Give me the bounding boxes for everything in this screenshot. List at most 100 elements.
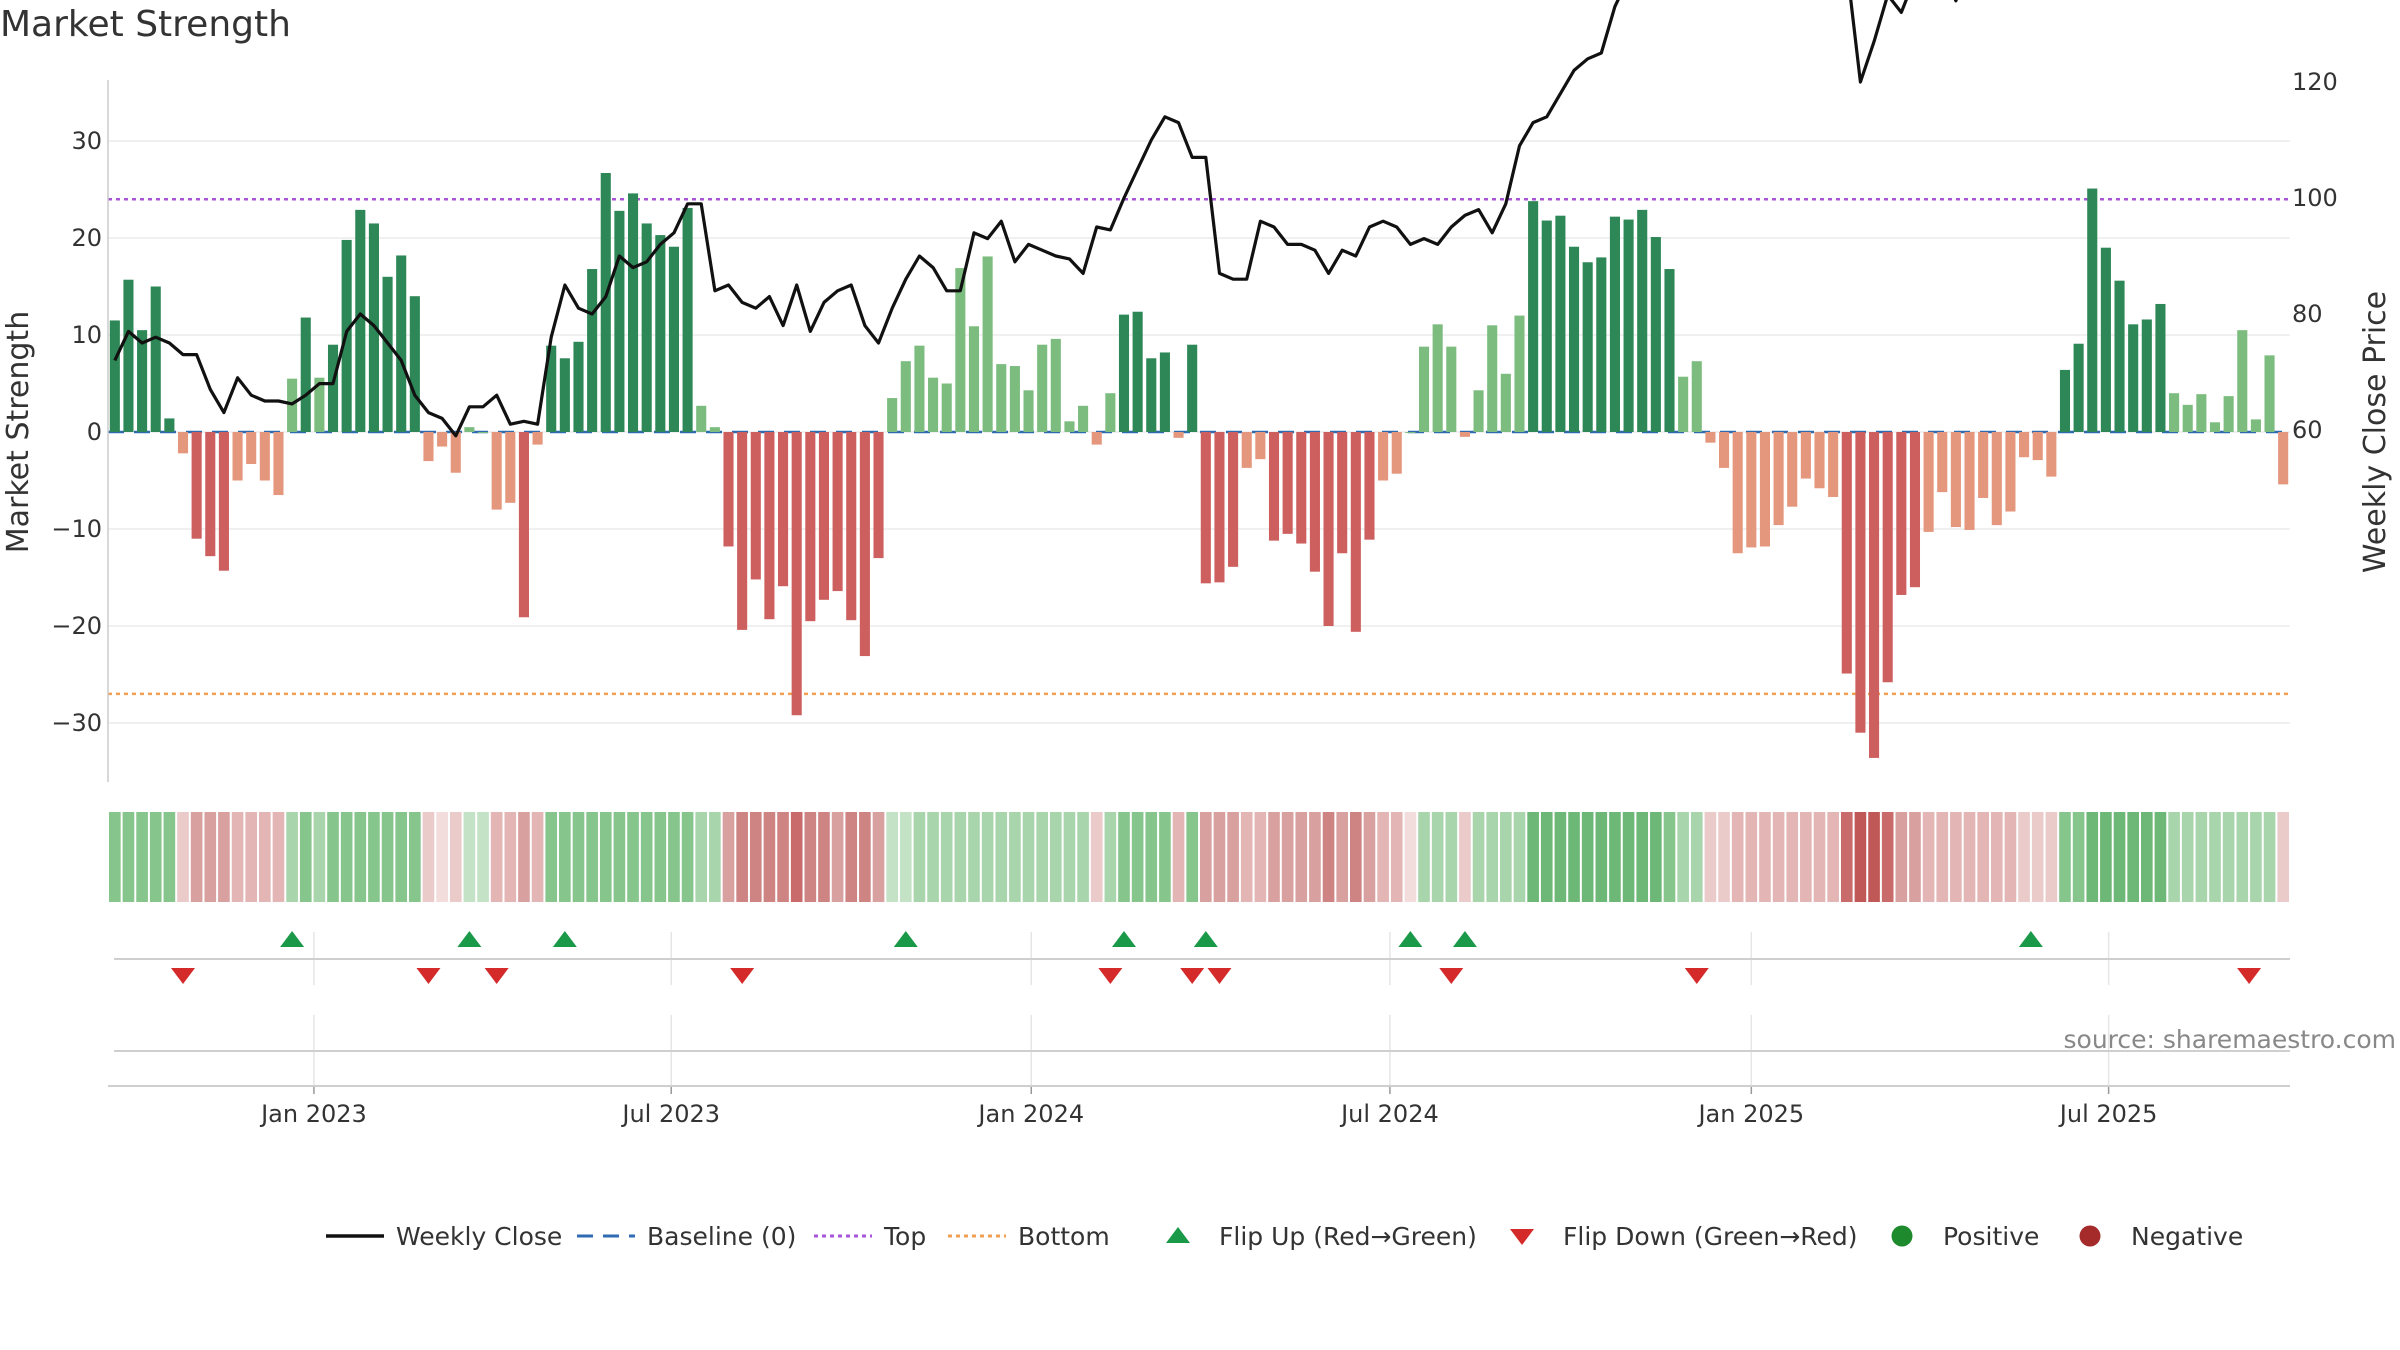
heatstrip-cell	[1540, 812, 1553, 902]
strength-bar	[232, 432, 243, 481]
heatstrip-cell	[1404, 812, 1417, 902]
strength-bar	[955, 268, 966, 432]
strength-bar	[1432, 324, 1443, 432]
strength-bar	[1009, 366, 1020, 432]
strength-bar	[1746, 432, 1757, 548]
heatstrip-cell	[218, 812, 230, 902]
heatstrip-cell	[2154, 812, 2167, 902]
heatstrip-cell	[913, 812, 926, 902]
strength-bar	[600, 173, 611, 432]
heatstrip-cell	[1131, 812, 1144, 902]
heatstrip-cell	[109, 812, 121, 902]
strength-bar	[2155, 303, 2166, 432]
heatstrip-cell	[2100, 812, 2112, 902]
strength-bar	[764, 432, 775, 620]
strength-bar	[1487, 325, 1498, 432]
strength-bar	[1596, 257, 1607, 432]
heatstrip-cell	[1990, 812, 2003, 902]
heatstrip-cell	[1118, 812, 1130, 902]
y-left-tick-label: −10	[51, 515, 102, 543]
strength-bar	[1228, 432, 1239, 567]
strength-bar	[1309, 432, 1320, 572]
heatstrip-cell	[1090, 812, 1103, 902]
strength-bar	[1064, 421, 1075, 432]
heatstrip-cell	[1254, 812, 1267, 902]
strength-bar	[1718, 432, 1730, 468]
strength-bar	[1091, 432, 1102, 445]
heatstrip-cell	[981, 812, 994, 902]
heatstrip-cell	[1745, 812, 1758, 902]
heatstrip-cell	[1336, 812, 1349, 902]
strength-bar	[1841, 432, 1852, 674]
heatstrip-cell	[1363, 812, 1376, 902]
heatstrip-cell	[1472, 812, 1485, 902]
strength-bar	[1978, 432, 1989, 498]
heatstrip-cell	[1704, 812, 1717, 902]
strength-bar	[1691, 361, 1702, 432]
heatstrip-cell	[1322, 812, 1335, 902]
strength-bar	[587, 269, 598, 432]
heatstrip-cell	[1568, 812, 1580, 902]
heatstrip-cell	[1759, 812, 1771, 902]
heatstrip-cell	[1513, 812, 1526, 902]
heatstrip-cell	[2031, 812, 2044, 902]
strength-bar	[1609, 216, 1620, 432]
weekly-close-line	[113, 0, 1958, 438]
strength-bar	[1132, 311, 1143, 432]
strength-bar	[928, 377, 939, 432]
heatstrip-cell	[1104, 812, 1117, 902]
strength-bar	[805, 432, 816, 622]
source-credit: source: sharemaestro.com	[2064, 1025, 2397, 1054]
strength-bar	[1732, 432, 1743, 554]
heatstrip-cell	[1950, 812, 1962, 902]
heatstrip-cell	[722, 812, 735, 902]
strength-bar	[2059, 369, 2071, 432]
heatstrip-cell	[777, 812, 789, 902]
strength-bar	[1337, 432, 1348, 554]
strength-bar	[791, 432, 802, 716]
heatstrip-cell	[1445, 812, 1458, 902]
legend-label: Positive	[1943, 1222, 2039, 1251]
reference-lines	[108, 197, 2290, 696]
strength-bar	[1555, 215, 1566, 432]
strength-bar	[2005, 432, 2016, 512]
strength-bar	[1869, 432, 1880, 758]
heatstrip-cell	[709, 812, 721, 902]
strength-bar	[2169, 393, 2180, 432]
strength-bar	[655, 235, 666, 432]
heatstrip-cell	[1527, 812, 1539, 902]
strength-bar	[246, 432, 257, 465]
heatstrip-cell	[2113, 812, 2126, 902]
strength-bar	[2073, 343, 2084, 432]
heatstrip-cell	[654, 812, 667, 902]
strength-bar	[123, 279, 134, 432]
y-right-tick-label: 80	[2292, 300, 2323, 328]
legend-label: Negative	[2131, 1222, 2243, 1251]
strength-bar	[1241, 432, 1252, 468]
flip-down-marker	[1180, 968, 1205, 984]
legend-flip-up: Flip Up (Red→Green)	[1166, 1222, 1477, 1251]
strength-bar	[1882, 432, 1893, 683]
strength-bar	[1637, 209, 1648, 432]
strength-bar	[2141, 319, 2152, 432]
y-axis-left-label: Market Strength	[1, 311, 36, 553]
legend-flip-down: Flip Down (Green→Red)	[1510, 1222, 1858, 1251]
strength-bar	[887, 398, 898, 432]
heatstrip-cell	[954, 812, 967, 902]
strength-bar	[1473, 390, 1484, 432]
strength-bar	[382, 276, 393, 432]
strength-bar	[573, 341, 584, 432]
flip-up-marker	[1398, 931, 1423, 947]
x-axis: Jan 2023 Jul 2023 Jan 2024 Jul 2024 Jan 2025…	[108, 1085, 2290, 1128]
strength-bar	[2114, 280, 2125, 432]
heatstrip-cell	[1418, 812, 1430, 902]
heatstrip-cell	[886, 812, 898, 902]
strength-bar	[1814, 432, 1825, 489]
heatstrip-cell	[1609, 812, 1621, 902]
heatstrip-cell	[1459, 812, 1471, 902]
strength-bar	[1705, 432, 1716, 443]
heatstrip-cell	[2045, 812, 2058, 902]
heatstrip-cell	[1827, 812, 1839, 902]
flip-up-marker	[893, 931, 918, 947]
